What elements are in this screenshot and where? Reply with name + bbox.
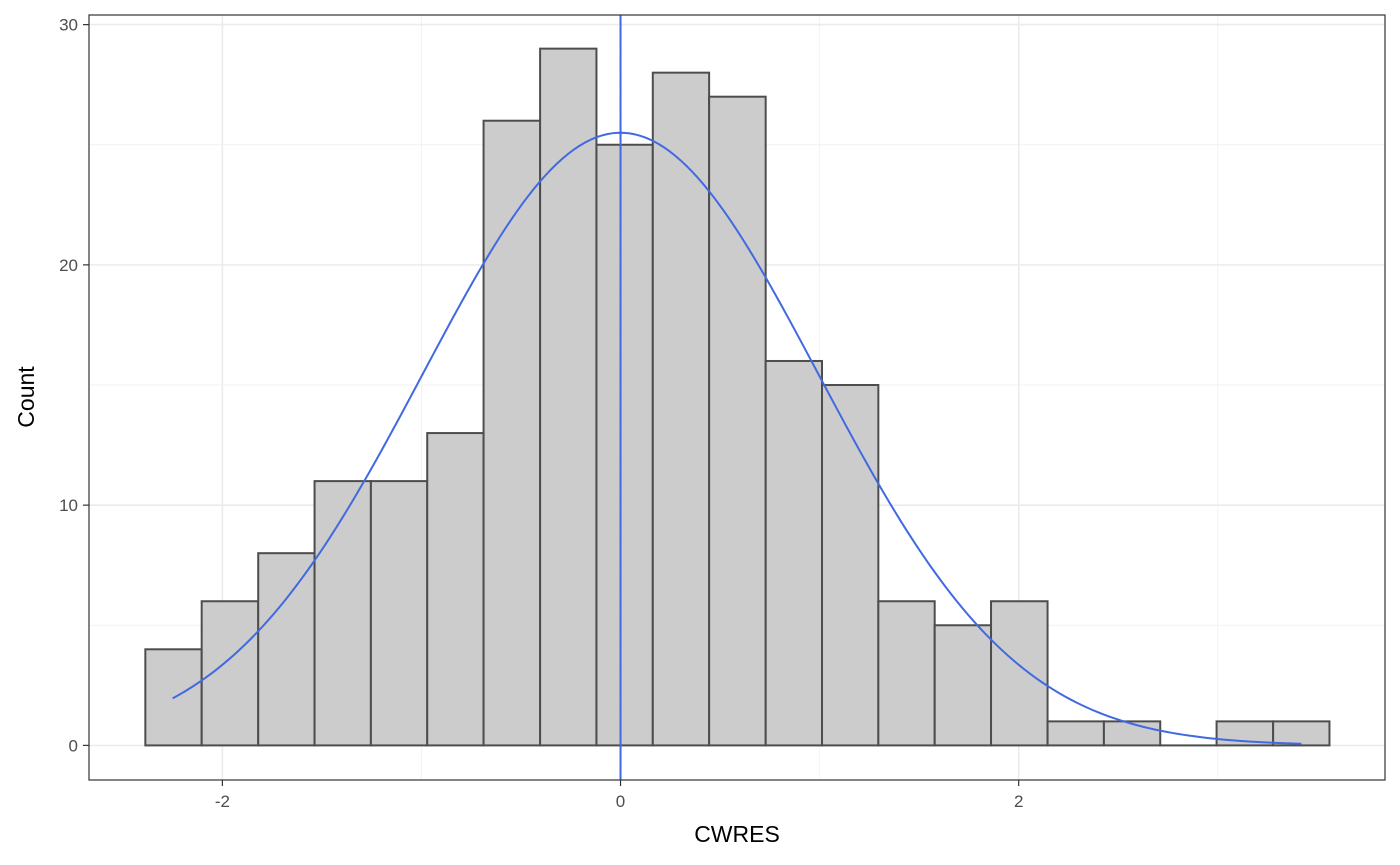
histogram-bars [144,47,1331,747]
x-tick-label: -2 [215,792,230,811]
x-tick-label: 0 [616,792,625,811]
histogram-bar [1102,720,1162,747]
density-curve-group [172,131,1302,745]
y-tick-label: 30 [59,16,78,35]
y-tick-label: 20 [59,256,78,275]
histogram-bar [821,384,880,747]
histogram-bar [708,95,767,747]
histogram-bar [539,47,598,747]
histogram-bar [990,600,1049,747]
histogram-bar [651,71,711,747]
histogram-bar [595,143,654,747]
histogram-bar [257,552,316,747]
histogram-bar [1046,720,1105,747]
x-tick-label: 2 [1014,792,1023,811]
histogram-bar [1272,720,1331,747]
density-curve [172,131,1302,745]
y-tick-label: 10 [59,496,78,515]
histogram-bar [313,480,372,747]
x-axis-title: CWRES [694,821,780,847]
panel-border [88,14,1386,781]
histogram-bar [369,480,429,747]
x-axis: -2 0 2 [215,780,1023,811]
histogram-bar [764,359,824,747]
histogram-bar [933,624,993,747]
histogram-bar [426,432,485,747]
y-axis-title: Count [13,366,39,428]
y-tick-label: 0 [69,736,78,755]
y-axis: 0 10 20 30 [59,16,89,755]
histogram-bar [482,119,542,747]
histogram-bar [877,600,936,747]
